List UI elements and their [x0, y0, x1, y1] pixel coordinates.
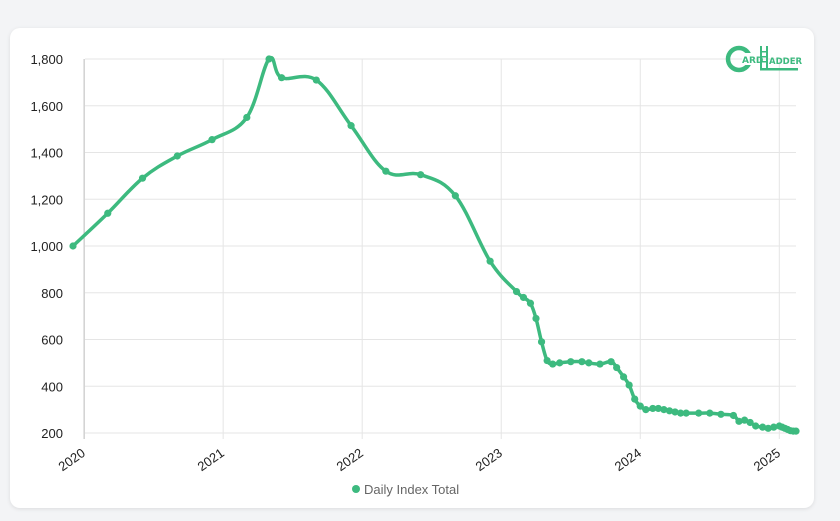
data-point[interactable]	[537, 338, 546, 346]
data-point[interactable]	[636, 402, 644, 410]
data-point[interactable]	[578, 358, 586, 366]
logo-text-adder: ADDER	[769, 57, 802, 67]
data-point[interactable]	[277, 74, 286, 82]
legend-swatch	[352, 485, 360, 493]
data-point[interactable]	[619, 373, 628, 381]
data-point[interactable]	[695, 409, 703, 417]
data-point[interactable]	[642, 406, 650, 414]
data-point[interactable]	[759, 423, 767, 431]
data-point[interactable]	[729, 411, 738, 420]
data-point[interactable]	[416, 171, 425, 179]
series-points	[69, 55, 800, 435]
x-tick-label: 2020	[56, 445, 88, 474]
data-point[interactable]	[556, 359, 564, 367]
data-point[interactable]	[596, 360, 604, 368]
data-point[interactable]	[543, 356, 551, 365]
y-tick-label: 1,400	[30, 146, 63, 161]
data-point[interactable]	[649, 404, 657, 413]
data-point[interactable]	[770, 423, 778, 431]
data-point[interactable]	[735, 417, 743, 425]
data-point[interactable]	[265, 55, 273, 63]
data-point[interactable]	[208, 136, 216, 144]
y-tick-label: 200	[41, 426, 63, 441]
data-point[interactable]	[676, 409, 685, 417]
data-point[interactable]	[512, 287, 521, 296]
data-point[interactable]	[532, 314, 540, 323]
legend-label: Daily Index Total	[364, 482, 459, 497]
data-point[interactable]	[665, 407, 674, 415]
logo-ladder-rung	[760, 56, 768, 58]
data-point[interactable]	[451, 192, 459, 200]
x-tick-label: 2022	[334, 445, 366, 474]
data-point[interactable]	[138, 174, 147, 182]
data-point[interactable]	[104, 209, 112, 217]
data-point[interactable]	[792, 427, 800, 435]
x-axis-ticks: 2020 2021 2022 2023 2024 2025	[56, 445, 783, 474]
y-tick-label: 1,800	[30, 52, 63, 67]
y-tick-label: 600	[41, 333, 63, 348]
logo-ladder-left	[760, 46, 762, 70]
x-tick-label: 2025	[751, 445, 783, 474]
data-point[interactable]	[607, 358, 615, 366]
gridlines	[83, 58, 796, 439]
data-point[interactable]	[347, 122, 355, 130]
data-point[interactable]	[69, 242, 77, 250]
logo-text-ard: ARD	[742, 56, 763, 66]
data-point[interactable]	[752, 422, 760, 430]
y-tick-label: 1,200	[30, 192, 63, 207]
data-point[interactable]	[660, 406, 668, 414]
data-point[interactable]	[567, 358, 575, 366]
data-point[interactable]	[519, 293, 528, 302]
data-point[interactable]	[173, 152, 181, 160]
y-tick-label: 400	[41, 379, 63, 394]
x-tick-label: 2021	[195, 445, 227, 474]
data-point[interactable]	[625, 381, 633, 389]
data-point[interactable]	[746, 418, 754, 427]
data-point[interactable]	[717, 410, 725, 418]
data-point[interactable]	[706, 409, 714, 417]
data-point[interactable]	[312, 76, 320, 84]
data-point[interactable]	[585, 359, 593, 367]
y-tick-label: 800	[41, 286, 63, 301]
data-point[interactable]	[682, 409, 690, 417]
series-line	[71, 55, 798, 433]
data-point[interactable]	[549, 360, 557, 368]
data-point[interactable]	[740, 416, 749, 424]
data-point[interactable]	[631, 395, 639, 403]
card-ladder-logo: ARD ADDER	[725, 45, 802, 73]
data-point[interactable]	[526, 299, 535, 307]
logo-c-gap	[742, 53, 754, 65]
y-tick-label: 1,000	[30, 239, 63, 254]
data-point[interactable]	[613, 363, 621, 372]
logo-ladder-rung	[760, 61, 768, 63]
x-tick-label: 2023	[473, 445, 505, 474]
logo-ladder-right	[766, 46, 768, 70]
data-point[interactable]	[671, 408, 679, 416]
legend[interactable]: Daily Index Total	[352, 482, 459, 497]
logo-ladder-base	[760, 68, 798, 71]
chart-card	[10, 28, 814, 508]
x-tick-label: 2024	[612, 445, 644, 474]
data-point[interactable]	[486, 257, 494, 265]
logo-ladder-rung	[760, 51, 768, 53]
data-point[interactable]	[382, 167, 390, 175]
data-point[interactable]	[243, 113, 251, 122]
data-point[interactable]	[764, 424, 772, 432]
data-point[interactable]	[654, 404, 662, 413]
y-tick-label: 1,600	[30, 99, 63, 114]
y-axis-ticks: 200 400 600 800 1,000 1,200 1,400 1,600 1,800	[30, 52, 63, 441]
